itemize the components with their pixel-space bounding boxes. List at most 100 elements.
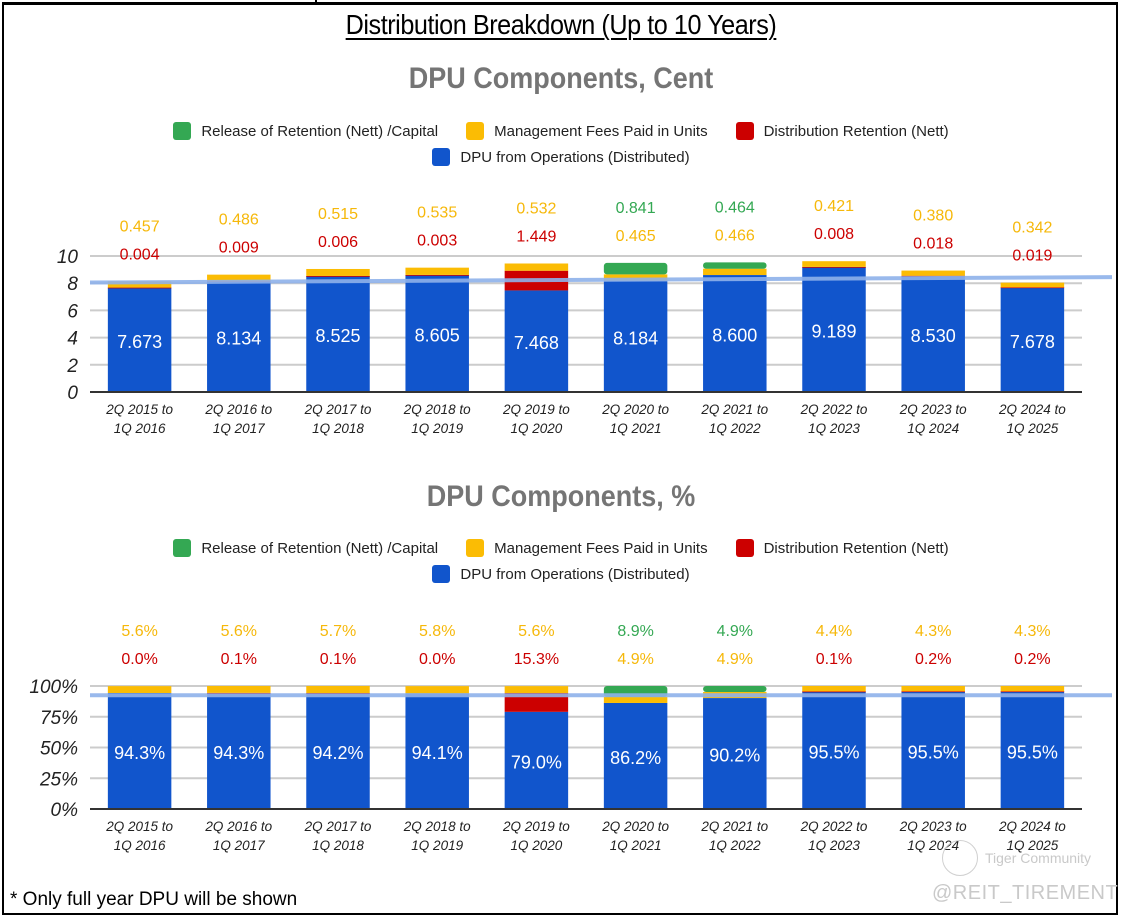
- bar-segment-retention: [802, 691, 866, 693]
- bar-segment-operations: [107, 287, 172, 392]
- legend-item-retention[interactable]: Distribution Retention (Nett): [735, 122, 949, 140]
- data-label-mgmt: 4.9%: [617, 651, 653, 668]
- y-tick-label: 25%: [39, 769, 78, 790]
- bar-segment-release: [703, 686, 767, 693]
- data-label-operations: 94.3%: [114, 743, 165, 763]
- legend-item-operations[interactable]: DPU from Operations (Distributed): [432, 148, 690, 166]
- data-label-release: 8.9%: [617, 623, 653, 640]
- data-label-retention: 0.004: [120, 246, 160, 263]
- data-label-mgmt: 0.457: [120, 218, 160, 235]
- bar-segment-operations: [306, 276, 370, 392]
- data-label-retention: 0.0%: [419, 651, 455, 668]
- x-tick-label: 1Q 2025: [1007, 838, 1059, 853]
- legend-label: Distribution Retention (Nett): [763, 539, 949, 557]
- legend-label: DPU from Operations (Distributed): [460, 565, 690, 583]
- data-label-retention: 15.3%: [514, 651, 559, 668]
- x-tick-label: 1Q 2019: [411, 838, 463, 853]
- x-tick-label: 2Q 2017 to: [304, 402, 372, 417]
- data-label-retention: 0.1%: [816, 651, 852, 668]
- data-label-operations: 79.0%: [511, 752, 562, 772]
- bar-segment-retention: [802, 266, 866, 268]
- data-label-operations: 95.5%: [908, 742, 959, 762]
- bar-segment-operations: [405, 274, 469, 392]
- data-label-mgmt: 4.3%: [1014, 623, 1050, 640]
- legend-label: DPU from Operations (Distributed): [460, 148, 690, 166]
- data-label-operations: 90.2%: [709, 746, 760, 766]
- data-label-mgmt: 5.8%: [419, 623, 455, 640]
- legend-percent: Release of Retention (Nett) /Capital Man…: [0, 535, 1122, 587]
- data-label-mgmt: 5.6%: [221, 623, 257, 640]
- bar-segment-mgmt: [405, 686, 469, 694]
- y-tick-label: 6: [67, 301, 78, 322]
- x-tick-label: 2Q 2021 to: [700, 819, 768, 834]
- bar-segment-operations: [207, 281, 271, 392]
- data-label-mgmt: 4.9%: [717, 651, 753, 668]
- data-label-operations: 9.189: [811, 322, 856, 342]
- data-label-operations: 95.5%: [808, 742, 859, 762]
- x-tick-label: 2Q 2021 to: [700, 402, 768, 417]
- data-label-operations: 7.468: [514, 333, 559, 353]
- legend-item-retention[interactable]: Distribution Retention (Nett): [735, 539, 949, 557]
- x-tick-label: 1Q 2017: [213, 421, 265, 436]
- y-tick-label: 50%: [40, 739, 78, 760]
- blue-square-icon: [432, 565, 451, 583]
- x-tick-label: 1Q 2018: [312, 838, 364, 853]
- data-label-operations: 94.1%: [412, 743, 463, 763]
- data-label-retention: 0.1%: [221, 651, 257, 668]
- bar-segment-operations: [207, 693, 271, 809]
- data-label-mgmt: 0.466: [715, 227, 755, 244]
- legend-item-release[interactable]: Release of Retention (Nett) /Capital: [173, 122, 438, 140]
- data-label-release: 0.841: [616, 200, 656, 217]
- x-tick-label: 2Q 2020 to: [601, 402, 669, 417]
- data-label-release: 4.9%: [717, 623, 753, 640]
- y-tick-label: 4: [67, 329, 78, 350]
- x-tick-label: 2Q 2023 to: [899, 402, 967, 417]
- bar-segment-operations: [107, 693, 172, 809]
- footnote: * Only full year DPU will be shown: [10, 889, 298, 910]
- bar-segment-operations: [802, 267, 866, 392]
- x-tick-label: 1Q 2016: [114, 838, 166, 853]
- legend-label: Distribution Retention (Nett): [763, 122, 949, 140]
- x-tick-label: 1Q 2025: [1007, 421, 1059, 436]
- bar-segment-mgmt: [405, 267, 469, 275]
- data-label-mgmt: 5.6%: [518, 623, 554, 640]
- bar-segment-retention: [306, 275, 370, 277]
- x-tick-label: 2Q 2023 to: [899, 819, 967, 834]
- x-tick-label: 2Q 2015 to: [105, 819, 173, 834]
- bar-segment-mgmt: [107, 281, 172, 288]
- bar-segment-mgmt: [703, 268, 767, 276]
- y-tick-label: 0: [67, 383, 78, 404]
- x-tick-label: 2Q 2024 to: [998, 402, 1066, 417]
- bar-segment-retention: [107, 287, 172, 289]
- x-tick-label: 1Q 2020: [511, 421, 563, 436]
- data-label-operations: 8.605: [415, 325, 460, 345]
- data-label-mgmt: 0.421: [814, 198, 854, 215]
- data-label-retention: 0.0%: [121, 651, 157, 668]
- legend-item-mgmt[interactable]: Management Fees Paid in Units: [466, 539, 708, 557]
- bar-segment-operations: [901, 275, 965, 392]
- data-label-operations: 8.525: [315, 326, 360, 346]
- data-label-operations: 8.530: [911, 326, 956, 346]
- bar-segment-operations: [306, 693, 370, 809]
- bar-segment-operations: [1000, 287, 1065, 392]
- chart-cent: 0 2 4 6 8 10 7.673 0.457 0.004 2Q 2015 to 1Q 2016 8…: [57, 198, 1113, 436]
- chart-title-cent: DPU Components, Cent: [408, 62, 714, 95]
- data-label-mgmt: 0.465: [616, 228, 656, 245]
- data-label-mgmt: 0.535: [417, 205, 457, 222]
- bar-segment-mgmt: [504, 686, 569, 694]
- legend-item-operations[interactable]: DPU from Operations (Distributed): [432, 565, 690, 583]
- bar-segment-mgmt: [1000, 282, 1065, 288]
- watermark-community: Tiger Community: [985, 850, 1092, 866]
- bar-segment-mgmt: [603, 696, 668, 703]
- bar-segment-operations: [703, 275, 767, 392]
- data-label-release: 0.464: [715, 199, 755, 216]
- data-label-mgmt: 4.4%: [816, 623, 852, 640]
- legend-item-release[interactable]: Release of Retention (Nett) /Capital: [173, 539, 438, 557]
- y-tick-label: 10: [57, 247, 79, 268]
- data-label-operations: 8.600: [712, 326, 757, 346]
- y-tick-label: 0%: [51, 800, 79, 821]
- data-label-mgmt: 0.486: [219, 212, 259, 229]
- data-label-retention: 0.008: [814, 226, 854, 243]
- bar-segment-retention: [1000, 287, 1065, 289]
- legend-item-mgmt[interactable]: Management Fees Paid in Units: [466, 122, 708, 140]
